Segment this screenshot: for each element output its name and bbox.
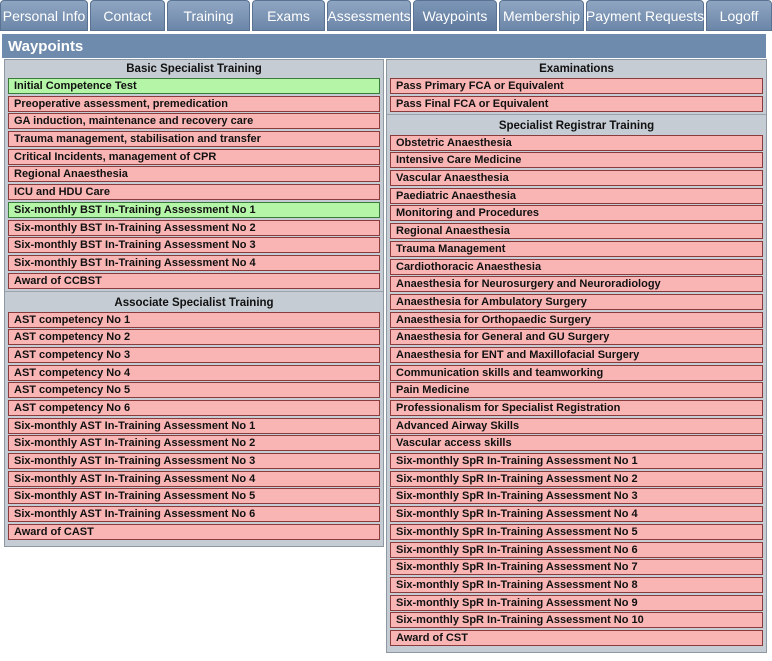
- tab-waypoints[interactable]: Waypoints: [413, 0, 497, 31]
- waypoint-item[interactable]: Anaesthesia for ENT and Maxillofacial Su…: [390, 346, 763, 363]
- waypoint-item[interactable]: Six-monthly AST In-Training Assessment N…: [8, 435, 380, 452]
- waypoint-item[interactable]: Award of CCBST: [8, 272, 380, 289]
- waypoint-item[interactable]: AST competency No 3: [8, 346, 380, 363]
- waypoint-item[interactable]: Six-monthly SpR In-Training Assessment N…: [390, 559, 763, 576]
- waypoint-item[interactable]: Six-monthly AST In-Training Assessment N…: [8, 488, 380, 505]
- waypoint-item[interactable]: Anaesthesia for General and GU Surgery: [390, 329, 763, 346]
- waypoint-item[interactable]: Six-monthly SpR In-Training Assessment N…: [390, 470, 763, 487]
- waypoint-item[interactable]: Intensive Care Medicine: [390, 152, 763, 169]
- waypoint-item[interactable]: AST competency No 4: [8, 364, 380, 381]
- tab-exams[interactable]: Exams: [252, 0, 325, 31]
- waypoint-item[interactable]: Six-monthly BST In-Training Assessment N…: [8, 219, 380, 236]
- tab-logoff[interactable]: Logoff: [706, 0, 772, 31]
- waypoint-item[interactable]: Paediatric Anaesthesia: [390, 187, 763, 204]
- waypoint-item[interactable]: Six-monthly SpR In-Training Assessment N…: [390, 523, 763, 540]
- left-column: Basic Specialist Training Initial Compete…: [4, 59, 384, 547]
- right-column: Examinations Pass Primary FCA or Equivale…: [386, 59, 767, 653]
- waypoint-item[interactable]: Obstetric Anaesthesia: [390, 134, 763, 151]
- tab-payment-requests[interactable]: Payment Requests: [586, 0, 704, 31]
- waypoint-item[interactable]: Six-monthly SpR In-Training Assessment N…: [390, 594, 763, 611]
- waypoint-item[interactable]: Anaesthesia for Neurosurgery and Neurora…: [390, 276, 763, 293]
- waypoint-item[interactable]: Anaesthesia for Ambulatory Surgery: [390, 293, 763, 310]
- section-divider: [387, 113, 766, 117]
- tab-personal-info[interactable]: Personal Info: [0, 0, 88, 31]
- waypoint-item[interactable]: Regional Anaesthesia: [8, 166, 380, 183]
- waypoint-item[interactable]: Six-monthly BST In-Training Assessment N…: [8, 201, 380, 218]
- waypoint-item[interactable]: Six-monthly SpR In-Training Assessment N…: [390, 488, 763, 505]
- waypoint-item[interactable]: Trauma management, stabilisation and tra…: [8, 131, 380, 148]
- waypoint-item[interactable]: Monitoring and Procedures: [390, 205, 763, 222]
- waypoint-item[interactable]: Six-monthly SpR In-Training Assessment N…: [390, 576, 763, 593]
- waypoint-item[interactable]: Six-monthly AST In-Training Assessment N…: [8, 417, 380, 434]
- waypoint-item[interactable]: Communication skills and teamworking: [390, 364, 763, 381]
- waypoint-item[interactable]: Pass Final FCA or Equivalent: [390, 95, 763, 112]
- waypoint-item[interactable]: Vascular access skills: [390, 435, 763, 452]
- tab-training[interactable]: Training: [167, 0, 250, 31]
- waypoint-item[interactable]: AST competency No 2: [8, 329, 380, 346]
- waypoint-item[interactable]: AST competency No 1: [8, 311, 380, 328]
- tab-contact[interactable]: Contact: [90, 0, 165, 31]
- waypoint-item[interactable]: Trauma Management: [390, 240, 763, 257]
- waypoint-item[interactable]: Cardiothoracic Anaesthesia: [390, 258, 763, 275]
- waypoint-item[interactable]: Professionalism for Specialist Registrat…: [390, 400, 763, 416]
- waypoint-item[interactable]: Six-monthly AST In-Training Assessment N…: [8, 506, 380, 523]
- waypoint-item[interactable]: Award of CAST: [8, 523, 380, 540]
- waypoint-item[interactable]: Initial Competence Test: [8, 78, 380, 94]
- waypoint-item[interactable]: Regional Anaesthesia: [390, 223, 763, 240]
- waypoint-item[interactable]: Six-monthly AST In-Training Assessment N…: [8, 470, 380, 487]
- waypoint-item[interactable]: Preoperative assessment, premedication: [8, 95, 380, 112]
- waypoint-item[interactable]: Six-monthly SpR In-Training Assessment N…: [390, 506, 763, 523]
- section-header: Specialist Registrar Training: [498, 119, 655, 132]
- tab-assessments[interactable]: Assessments: [327, 0, 411, 31]
- page-title: Waypoints: [2, 34, 766, 58]
- waypoint-item[interactable]: GA induction, maintenance and recovery c…: [8, 113, 380, 130]
- section-header: Basic Specialist Training: [126, 63, 262, 75]
- top-nav: Personal Info Contact Training Exams Assessm…: [0, 0, 772, 31]
- waypoint-item[interactable]: AST competency No 5: [8, 382, 380, 399]
- waypoint-item[interactable]: Six-monthly BST In-Training Assessment N…: [8, 237, 380, 254]
- section-header: Associate Specialist Training: [114, 296, 274, 309]
- waypoint-item[interactable]: Pain Medicine: [390, 382, 763, 399]
- waypoint-item[interactable]: ICU and HDU Care: [8, 184, 380, 201]
- section-header: Examinations: [539, 63, 614, 75]
- waypoint-item[interactable]: Pass Primary FCA or Equivalent: [390, 78, 763, 94]
- waypoint-item[interactable]: Six-monthly SpR In-Training Assessment N…: [390, 453, 763, 470]
- waypoint-item[interactable]: Six-monthly SpR In-Training Assessment N…: [390, 612, 763, 629]
- waypoint-item[interactable]: Critical Incidents, management of CPR: [8, 148, 380, 165]
- tab-membership[interactable]: Membership: [499, 0, 584, 31]
- waypoint-item[interactable]: Anaesthesia for Orthopaedic Surgery: [390, 311, 763, 328]
- waypoint-item[interactable]: Six-monthly BST In-Training Assessment N…: [8, 254, 380, 271]
- waypoint-item[interactable]: Vascular Anaesthesia: [390, 170, 763, 187]
- waypoint-item[interactable]: Six-monthly AST In-Training Assessment N…: [8, 453, 380, 470]
- section-divider: [5, 290, 383, 294]
- waypoint-item[interactable]: Award of CST: [390, 629, 763, 646]
- waypoint-item[interactable]: Six-monthly SpR In-Training Assessment N…: [390, 541, 763, 558]
- waypoint-item[interactable]: AST competency No 6: [8, 400, 380, 416]
- waypoint-item[interactable]: Advanced Airway Skills: [390, 417, 763, 434]
